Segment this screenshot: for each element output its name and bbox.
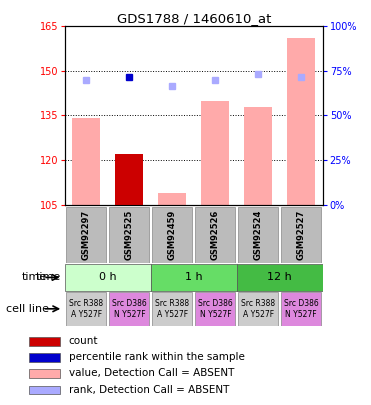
Bar <box>287 38 315 205</box>
Text: Src D386
N Y527F: Src D386 N Y527F <box>112 299 147 318</box>
Bar <box>201 100 229 205</box>
Bar <box>29 369 60 377</box>
Bar <box>66 207 106 263</box>
Text: percentile rank within the sample: percentile rank within the sample <box>69 352 245 362</box>
Bar <box>65 264 151 291</box>
Bar <box>29 337 60 345</box>
Title: GDS1788 / 1460610_at: GDS1788 / 1460610_at <box>116 12 271 25</box>
Text: time: time <box>36 273 61 282</box>
Bar <box>158 193 186 205</box>
Bar <box>72 118 101 205</box>
Bar <box>29 353 60 362</box>
Text: Src R388
A Y527F: Src R388 A Y527F <box>241 299 275 318</box>
Text: GSM92524: GSM92524 <box>254 210 263 260</box>
Bar <box>115 154 143 205</box>
Text: GSM92459: GSM92459 <box>168 210 177 260</box>
Text: Src D386
N Y527F: Src D386 N Y527F <box>198 299 233 318</box>
Text: Src R388
A Y527F: Src R388 A Y527F <box>69 299 104 318</box>
Bar <box>115 154 143 205</box>
Bar <box>281 207 321 263</box>
Text: GSM92526: GSM92526 <box>211 210 220 260</box>
Bar <box>281 292 321 326</box>
Text: GSM92297: GSM92297 <box>82 210 91 260</box>
Bar <box>238 292 278 326</box>
Text: rank, Detection Call = ABSENT: rank, Detection Call = ABSENT <box>69 385 229 395</box>
Bar <box>151 264 237 291</box>
Bar <box>152 207 192 263</box>
Text: time: time <box>22 273 47 282</box>
Text: count: count <box>69 336 98 346</box>
Text: 1 h: 1 h <box>185 273 203 282</box>
Bar <box>109 292 149 326</box>
Text: Src R388
A Y527F: Src R388 A Y527F <box>155 299 190 318</box>
Bar <box>195 292 235 326</box>
Bar <box>152 292 192 326</box>
Bar <box>244 107 272 205</box>
Text: 12 h: 12 h <box>267 273 292 282</box>
Text: Src D386
N Y527F: Src D386 N Y527F <box>284 299 319 318</box>
Text: 0 h: 0 h <box>99 273 117 282</box>
Bar <box>29 386 60 394</box>
Text: cell line: cell line <box>6 304 49 314</box>
Text: GSM92525: GSM92525 <box>125 210 134 260</box>
Bar <box>66 292 106 326</box>
Bar <box>109 207 149 263</box>
Text: value, Detection Call = ABSENT: value, Detection Call = ABSENT <box>69 368 234 378</box>
Text: GSM92527: GSM92527 <box>297 210 306 260</box>
Bar <box>238 207 278 263</box>
Bar <box>195 207 235 263</box>
Bar <box>237 264 323 291</box>
